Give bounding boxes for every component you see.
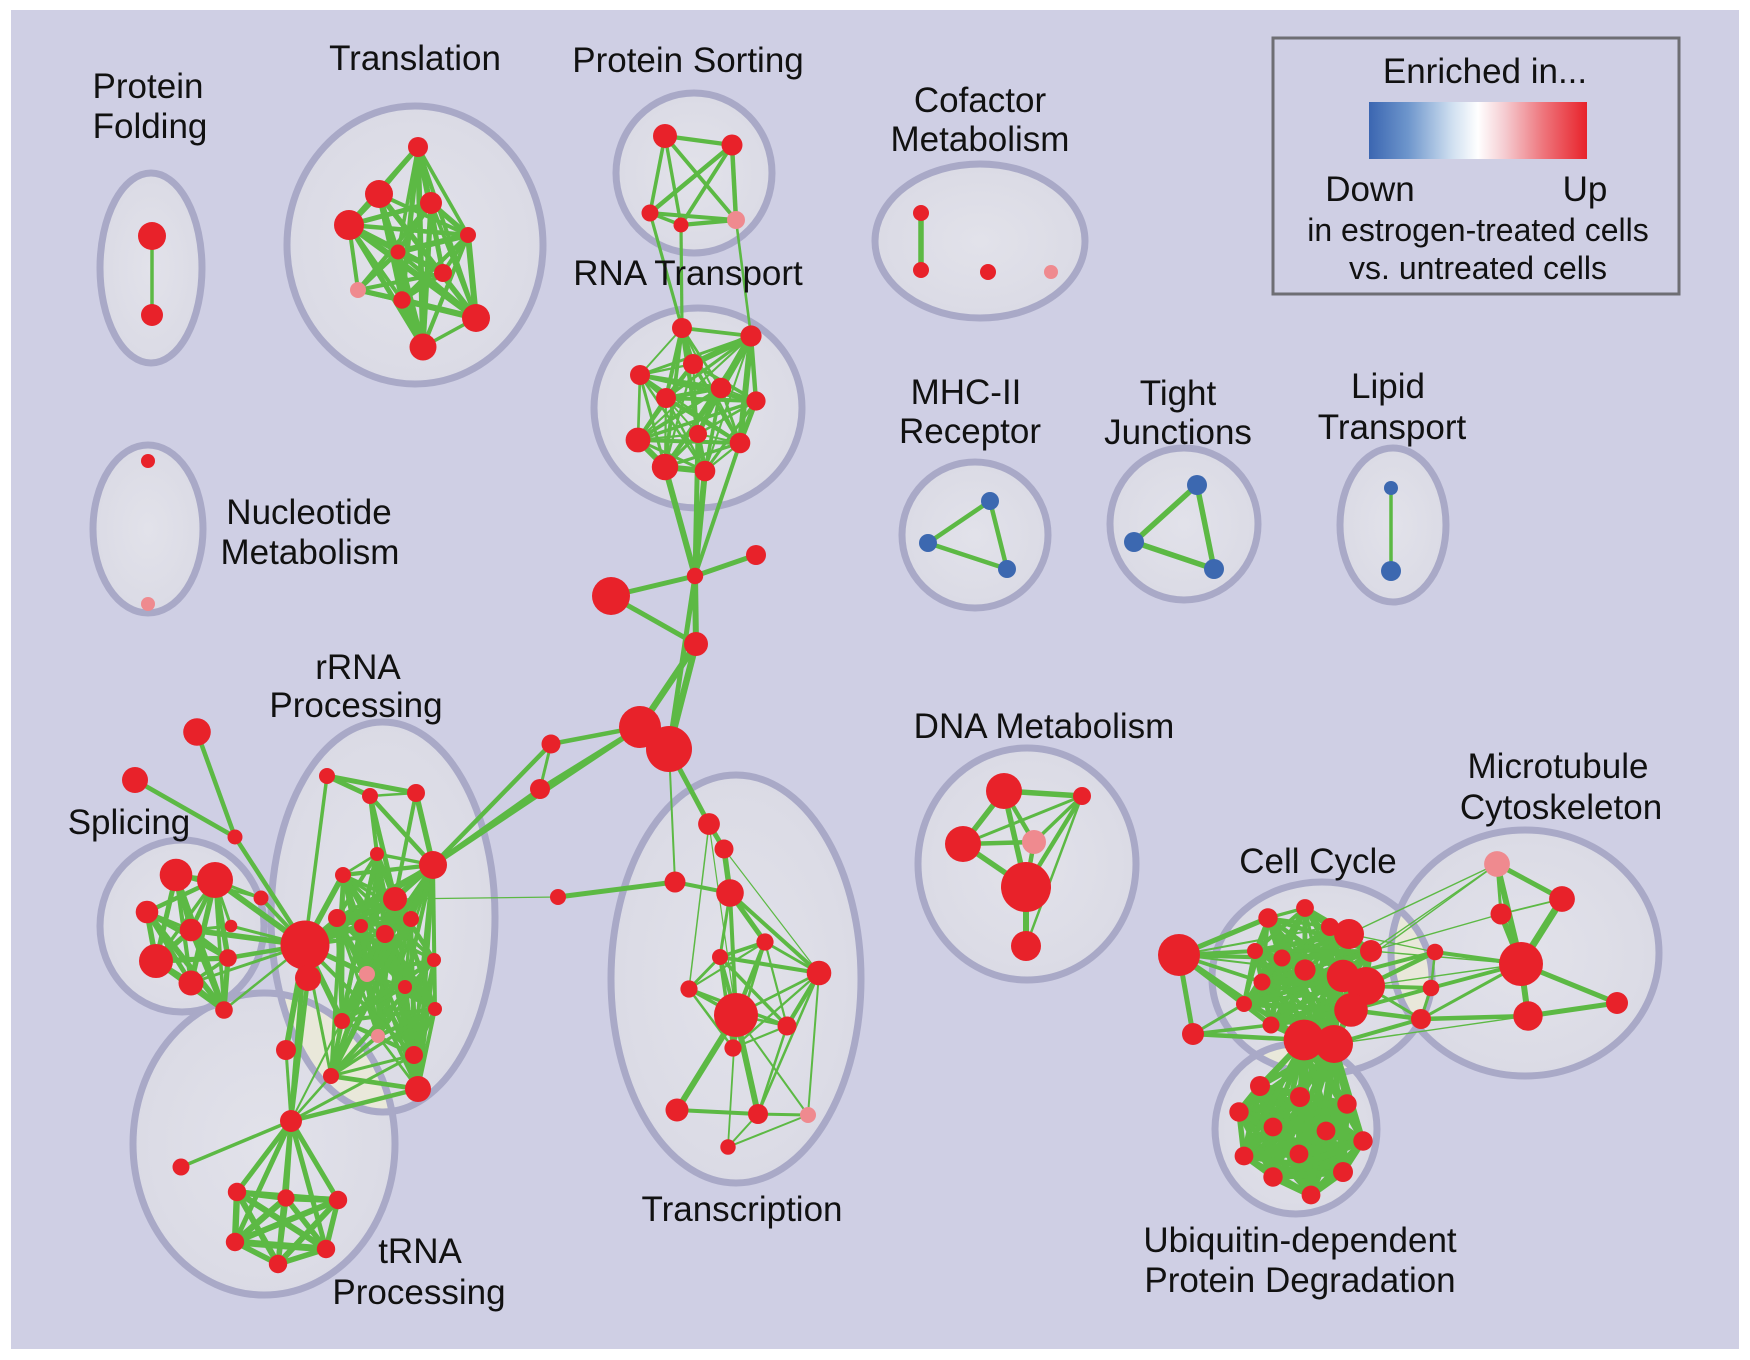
svg-text:Splicing: Splicing: [68, 803, 191, 842]
svg-text:Enriched in...: Enriched in...: [1383, 52, 1587, 91]
svg-text:rRNA: rRNA: [315, 648, 401, 687]
svg-text:Processing: Processing: [332, 1273, 505, 1312]
svg-text:Cofactor: Cofactor: [914, 81, 1047, 120]
svg-text:Nucleotide: Nucleotide: [226, 493, 391, 532]
svg-text:Metabolism: Metabolism: [891, 120, 1070, 159]
svg-text:DNA Metabolism: DNA Metabolism: [914, 707, 1175, 746]
svg-text:Folding: Folding: [93, 107, 208, 146]
svg-text:vs. untreated cells: vs. untreated cells: [1349, 250, 1607, 286]
svg-text:Down: Down: [1325, 170, 1414, 209]
svg-text:Microtubule: Microtubule: [1468, 747, 1649, 786]
svg-text:Receptor: Receptor: [899, 412, 1041, 451]
svg-text:Protein: Protein: [93, 67, 204, 106]
svg-text:Transcription: Transcription: [642, 1190, 843, 1229]
svg-text:Junctions: Junctions: [1104, 413, 1252, 452]
svg-text:Ubiquitin-dependent: Ubiquitin-dependent: [1143, 1221, 1457, 1260]
svg-text:Tight: Tight: [1140, 374, 1217, 413]
svg-text:Cell Cycle: Cell Cycle: [1239, 842, 1397, 881]
svg-text:Transport: Transport: [1318, 408, 1467, 447]
svg-text:MHC-II: MHC-II: [911, 373, 1022, 412]
svg-text:Lipid: Lipid: [1351, 367, 1425, 406]
svg-text:RNA Transport: RNA Transport: [573, 254, 803, 293]
svg-text:tRNA: tRNA: [378, 1232, 462, 1271]
svg-text:Protein Degradation: Protein Degradation: [1144, 1261, 1455, 1300]
svg-text:Protein Sorting: Protein Sorting: [572, 41, 804, 80]
svg-text:Processing: Processing: [269, 686, 442, 725]
svg-text:Cytoskeleton: Cytoskeleton: [1460, 788, 1662, 827]
svg-text:Translation: Translation: [329, 39, 501, 78]
svg-text:in estrogen-treated cells: in estrogen-treated cells: [1307, 212, 1649, 248]
svg-text:Up: Up: [1563, 170, 1608, 209]
svg-text:Metabolism: Metabolism: [221, 533, 400, 572]
